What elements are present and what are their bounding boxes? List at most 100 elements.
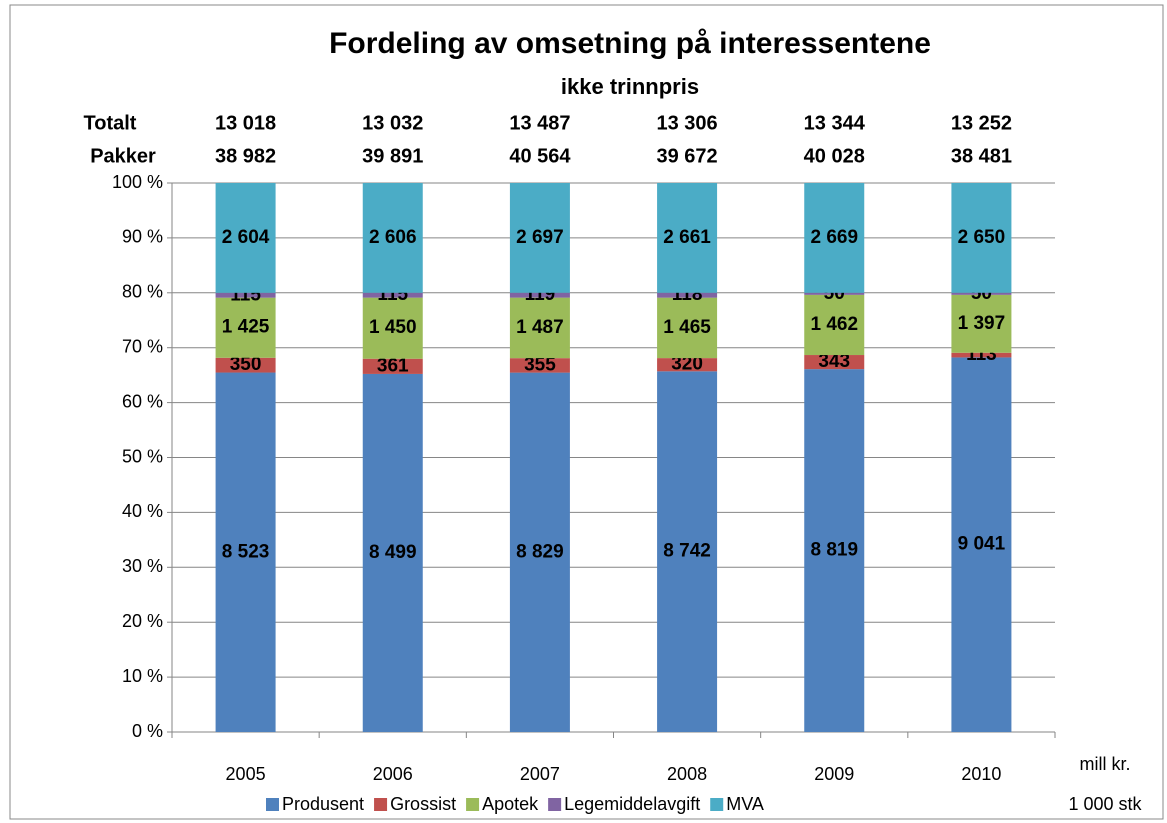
data-label: 2 697 [516,227,564,248]
legend-label: Produsent [282,794,364,814]
data-label: 8 499 [369,542,417,563]
data-label: 8 742 [663,541,711,562]
total-label: 13 306 [656,112,717,134]
y-tick-label: 0 % [132,721,163,741]
data-label: 1 465 [663,317,711,338]
bar-segment [804,369,865,732]
y-tick-label: 40 % [122,501,163,521]
data-label: 1 462 [810,314,858,335]
x-tick-label: 2006 [373,764,413,784]
bar-segment [657,358,718,372]
bar-segment [657,183,718,293]
bar-segment [951,292,1012,295]
legend-label: Legemiddelavgift [564,794,700,814]
bar-segment [215,357,276,373]
bar-segment [509,372,570,732]
packages-label: 38 481 [951,145,1012,167]
packages-label: 39 891 [362,145,423,167]
bar-segment [951,357,1012,732]
bar-segment [509,183,570,293]
bar-segment [509,292,570,298]
bar-segment [804,183,865,293]
data-label: 8 523 [222,541,270,562]
bar-segment [215,183,276,293]
bar-segment [215,292,276,298]
data-label: 2 604 [222,227,270,248]
unit-label: 1 000 stk [1068,794,1142,814]
legend-label: Apotek [482,794,539,814]
legend-swatch [266,798,279,811]
x-tick-label: 2010 [961,764,1001,784]
packages-label: Pakker [90,145,156,167]
packages-label: 40 564 [509,145,571,167]
bar-segment [657,292,718,298]
x-tick-label: 2007 [520,764,560,784]
bar-segment [951,352,1012,358]
total-label: 13 032 [362,112,423,134]
bar-segment [657,371,718,732]
bar-segment [509,297,570,359]
bar-segment [951,183,1012,293]
y-tick-label: 30 % [122,556,163,576]
packages-label: 38 982 [215,145,276,167]
y-tick-label: 10 % [122,666,163,686]
packages-label: 39 672 [656,145,717,167]
legend-swatch [374,798,388,811]
data-label: 2 650 [958,227,1006,248]
chart-subtitle: ikke trinnpris [561,74,699,99]
y-tick-label: 90 % [122,227,163,247]
bar-segment [215,297,276,358]
data-label: 320 [671,354,703,375]
y-tick-label: 80 % [122,282,163,302]
data-label: 1 425 [222,317,270,338]
total-label: 13 487 [509,112,570,134]
y-tick-label: 20 % [122,611,163,631]
data-label: 1 487 [516,317,564,338]
bar-segment [657,297,718,359]
bar-segment [362,373,423,732]
data-label: 8 829 [516,541,564,562]
data-label: 361 [377,355,409,376]
x-tick-label: 2009 [814,764,854,784]
packages-label: 40 028 [804,145,865,167]
x-tick-label: 2008 [667,764,707,784]
bar-segment [362,358,423,374]
total-label: 13 344 [804,112,866,134]
bar-segment [804,294,865,356]
bar-segment [362,183,423,293]
data-label: 2 669 [810,227,858,248]
data-label: 343 [818,351,850,372]
y-tick-label: 100 % [112,172,163,192]
data-label: 1 450 [369,317,417,338]
bar-segment [804,292,865,295]
total-label: 13 018 [215,112,276,134]
x-tick-label: 2005 [226,764,266,784]
data-label: 355 [524,354,556,375]
bar-segment [215,372,276,732]
data-label: 350 [230,354,262,375]
data-label: 1 397 [958,313,1006,334]
total-label: 13 252 [951,112,1012,134]
bar-segment [509,358,570,373]
y-tick-label: 70 % [122,336,163,356]
bar-segment [362,292,423,298]
totals-label: Totalt [84,112,137,134]
legend-label: Grossist [390,794,456,814]
bar-segment [362,297,423,359]
bar-segment [804,355,865,370]
legend-swatch [710,798,724,811]
data-label: 9 041 [958,534,1006,555]
data-label: 2 661 [663,227,711,248]
bar-segment [951,294,1012,353]
data-label: 2 606 [369,227,417,248]
legend-swatch [466,798,480,811]
chart-title: Fordeling av omsetning på interessentene [329,27,931,60]
y-tick-label: 60 % [122,391,163,411]
legend-label: MVA [726,794,764,814]
y-tick-label: 50 % [122,446,163,466]
unit-label: mill kr. [1080,754,1131,774]
legend-swatch [548,798,562,811]
data-label: 8 819 [810,540,858,561]
